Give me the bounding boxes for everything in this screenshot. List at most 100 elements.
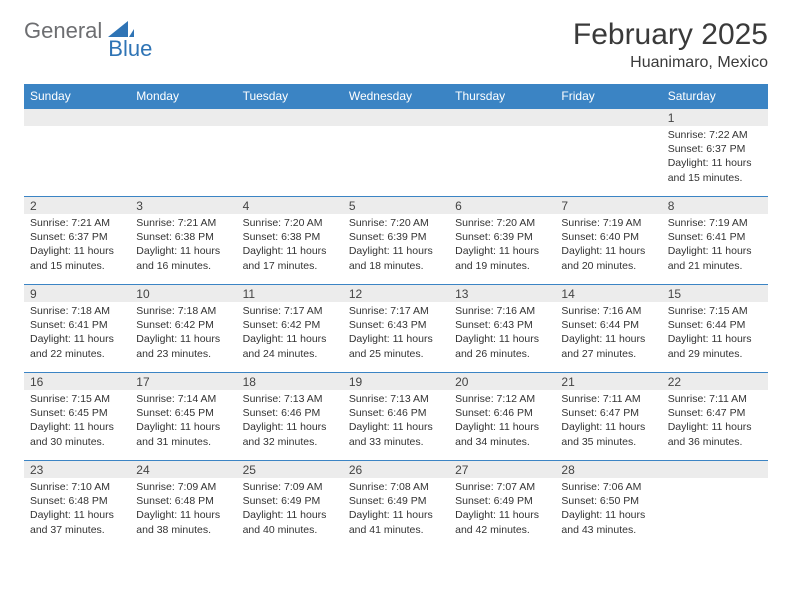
- day-data-line: Sunset: 6:47 PM: [668, 406, 762, 420]
- day-data-line: Daylight: 11 hours and 20 minutes.: [561, 244, 655, 272]
- day-data-line: Sunset: 6:39 PM: [455, 230, 549, 244]
- day-number: 2: [24, 197, 130, 214]
- location-label: Huanimaro, Mexico: [573, 54, 768, 72]
- day-data-line: Sunset: 6:49 PM: [243, 494, 337, 508]
- brand-part1: General: [24, 18, 102, 44]
- calendar-day-cell: 17Sunrise: 7:14 AMSunset: 6:45 PMDayligh…: [130, 373, 236, 461]
- day-data: [555, 126, 661, 132]
- day-data-line: Sunrise: 7:16 AM: [561, 304, 655, 318]
- day-data-line: Daylight: 11 hours and 21 minutes.: [668, 244, 762, 272]
- day-data-line: Sunrise: 7:07 AM: [455, 480, 549, 494]
- day-data: Sunrise: 7:12 AMSunset: 6:46 PMDaylight:…: [449, 390, 555, 453]
- day-number: 7: [555, 197, 661, 214]
- day-data-line: Sunrise: 7:16 AM: [455, 304, 549, 318]
- calendar-day-cell: [555, 109, 661, 197]
- calendar-week-row: 1Sunrise: 7:22 AMSunset: 6:37 PMDaylight…: [24, 109, 768, 197]
- weekday-header: Saturday: [662, 84, 768, 109]
- day-number: 9: [24, 285, 130, 302]
- weekday-header-row: Sunday Monday Tuesday Wednesday Thursday…: [24, 84, 768, 109]
- day-data-line: Sunset: 6:50 PM: [561, 494, 655, 508]
- calendar-day-cell: 23Sunrise: 7:10 AMSunset: 6:48 PMDayligh…: [24, 461, 130, 549]
- day-data-line: Daylight: 11 hours and 35 minutes.: [561, 420, 655, 448]
- day-number: [237, 109, 343, 126]
- day-data-line: Sunrise: 7:17 AM: [349, 304, 443, 318]
- calendar-day-cell: 9Sunrise: 7:18 AMSunset: 6:41 PMDaylight…: [24, 285, 130, 373]
- day-data-line: Sunset: 6:46 PM: [455, 406, 549, 420]
- day-data: Sunrise: 7:09 AMSunset: 6:49 PMDaylight:…: [237, 478, 343, 541]
- day-data-line: Sunset: 6:37 PM: [668, 142, 762, 156]
- day-data: Sunrise: 7:07 AMSunset: 6:49 PMDaylight:…: [449, 478, 555, 541]
- day-data-line: Sunset: 6:38 PM: [136, 230, 230, 244]
- day-data-line: Sunrise: 7:11 AM: [561, 392, 655, 406]
- day-data-line: Daylight: 11 hours and 38 minutes.: [136, 508, 230, 536]
- day-number: 10: [130, 285, 236, 302]
- calendar-day-cell: 12Sunrise: 7:17 AMSunset: 6:43 PMDayligh…: [343, 285, 449, 373]
- day-data-line: Sunrise: 7:19 AM: [561, 216, 655, 230]
- day-number: 23: [24, 461, 130, 478]
- brand-logo: General Blue: [24, 18, 180, 44]
- day-data-line: Daylight: 11 hours and 34 minutes.: [455, 420, 549, 448]
- day-data-line: Sunrise: 7:20 AM: [243, 216, 337, 230]
- weekday-header: Wednesday: [343, 84, 449, 109]
- day-data-line: Sunrise: 7:17 AM: [243, 304, 337, 318]
- title-block: February 2025 Huanimaro, Mexico: [573, 18, 768, 72]
- day-data: Sunrise: 7:21 AMSunset: 6:38 PMDaylight:…: [130, 214, 236, 277]
- day-data-line: Sunset: 6:41 PM: [668, 230, 762, 244]
- calendar-day-cell: 11Sunrise: 7:17 AMSunset: 6:42 PMDayligh…: [237, 285, 343, 373]
- day-data-line: Sunrise: 7:15 AM: [668, 304, 762, 318]
- day-number: [343, 109, 449, 126]
- day-number: [555, 109, 661, 126]
- day-number: 20: [449, 373, 555, 390]
- day-data-line: Daylight: 11 hours and 32 minutes.: [243, 420, 337, 448]
- day-data-line: Daylight: 11 hours and 37 minutes.: [30, 508, 124, 536]
- day-data-line: Daylight: 11 hours and 40 minutes.: [243, 508, 337, 536]
- day-data-line: Sunset: 6:43 PM: [455, 318, 549, 332]
- day-number: [662, 461, 768, 478]
- day-data: Sunrise: 7:20 AMSunset: 6:39 PMDaylight:…: [343, 214, 449, 277]
- day-data-line: Daylight: 11 hours and 19 minutes.: [455, 244, 549, 272]
- day-data: Sunrise: 7:15 AMSunset: 6:44 PMDaylight:…: [662, 302, 768, 365]
- calendar-table: Sunday Monday Tuesday Wednesday Thursday…: [24, 84, 768, 549]
- day-data-line: Sunset: 6:37 PM: [30, 230, 124, 244]
- day-data: Sunrise: 7:15 AMSunset: 6:45 PMDaylight:…: [24, 390, 130, 453]
- day-data-line: Daylight: 11 hours and 26 minutes.: [455, 332, 549, 360]
- day-data-line: Sunrise: 7:13 AM: [243, 392, 337, 406]
- calendar-day-cell: 3Sunrise: 7:21 AMSunset: 6:38 PMDaylight…: [130, 197, 236, 285]
- day-data-line: Daylight: 11 hours and 22 minutes.: [30, 332, 124, 360]
- day-data: Sunrise: 7:19 AMSunset: 6:41 PMDaylight:…: [662, 214, 768, 277]
- calendar-day-cell: 28Sunrise: 7:06 AMSunset: 6:50 PMDayligh…: [555, 461, 661, 549]
- day-number: 3: [130, 197, 236, 214]
- calendar-day-cell: 2Sunrise: 7:21 AMSunset: 6:37 PMDaylight…: [24, 197, 130, 285]
- day-number: 22: [662, 373, 768, 390]
- calendar-day-cell: 25Sunrise: 7:09 AMSunset: 6:49 PMDayligh…: [237, 461, 343, 549]
- day-number: 15: [662, 285, 768, 302]
- calendar-week-row: 16Sunrise: 7:15 AMSunset: 6:45 PMDayligh…: [24, 373, 768, 461]
- day-data: Sunrise: 7:13 AMSunset: 6:46 PMDaylight:…: [237, 390, 343, 453]
- header: General Blue February 2025 Huanimaro, Me…: [24, 18, 768, 72]
- day-number: 12: [343, 285, 449, 302]
- day-number: 26: [343, 461, 449, 478]
- day-data-line: Sunrise: 7:11 AM: [668, 392, 762, 406]
- day-number: 13: [449, 285, 555, 302]
- day-number: 24: [130, 461, 236, 478]
- day-data: [24, 126, 130, 132]
- day-data-line: Sunrise: 7:08 AM: [349, 480, 443, 494]
- day-data-line: Sunset: 6:42 PM: [243, 318, 337, 332]
- day-data-line: Sunset: 6:48 PM: [136, 494, 230, 508]
- day-number: 17: [130, 373, 236, 390]
- calendar-day-cell: 18Sunrise: 7:13 AMSunset: 6:46 PMDayligh…: [237, 373, 343, 461]
- day-number: 4: [237, 197, 343, 214]
- day-data-line: Sunrise: 7:13 AM: [349, 392, 443, 406]
- day-data-line: Sunset: 6:47 PM: [561, 406, 655, 420]
- day-data-line: Daylight: 11 hours and 36 minutes.: [668, 420, 762, 448]
- day-data-line: Daylight: 11 hours and 41 minutes.: [349, 508, 443, 536]
- day-data-line: Sunrise: 7:12 AM: [455, 392, 549, 406]
- calendar-day-cell: 26Sunrise: 7:08 AMSunset: 6:49 PMDayligh…: [343, 461, 449, 549]
- day-data-line: Sunrise: 7:21 AM: [136, 216, 230, 230]
- calendar-day-cell: [449, 109, 555, 197]
- day-data-line: Daylight: 11 hours and 18 minutes.: [349, 244, 443, 272]
- weekday-header: Thursday: [449, 84, 555, 109]
- calendar-day-cell: 13 Sunrise: 7:16 AMSunset: 6:43 PMDayligh…: [449, 285, 555, 373]
- day-data-line: Sunrise: 7:22 AM: [668, 128, 762, 142]
- day-data-line: Sunrise: 7:18 AM: [136, 304, 230, 318]
